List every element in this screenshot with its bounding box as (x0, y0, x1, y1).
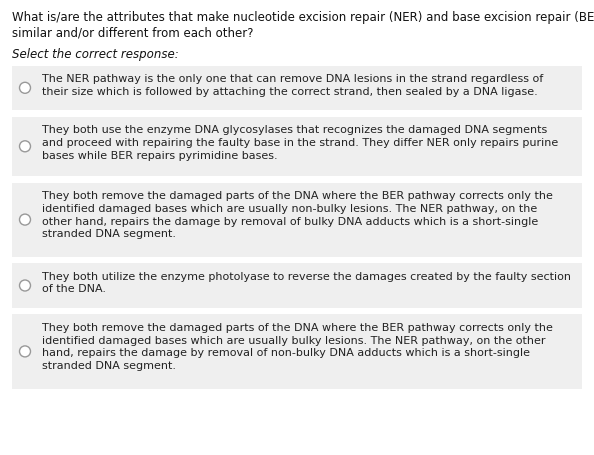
Text: They both remove the damaged parts of the DNA where the BER pathway corrects onl: They both remove the damaged parts of th… (42, 322, 553, 370)
Text: They both use the enzyme DNA glycosylases that recognizes the damaged DNA segmen: They both use the enzyme DNA glycosylase… (42, 125, 558, 160)
Circle shape (20, 280, 30, 291)
Circle shape (20, 215, 30, 226)
Circle shape (20, 83, 30, 94)
Text: The NER pathway is the only one that can remove DNA lesions in the strand regard: The NER pathway is the only one that can… (42, 74, 544, 96)
Text: They both utilize the enzyme photolyase to reverse the damages created by the fa: They both utilize the enzyme photolyase … (42, 271, 571, 294)
FancyBboxPatch shape (12, 183, 582, 257)
Text: What is/are the attributes that make nucleotide excision repair (NER) and base e: What is/are the attributes that make nuc… (12, 11, 594, 24)
Text: Select the correct response:: Select the correct response: (12, 48, 179, 61)
FancyBboxPatch shape (12, 117, 582, 177)
FancyBboxPatch shape (12, 263, 582, 308)
Text: similar and/or different from each other?: similar and/or different from each other… (12, 26, 254, 40)
FancyBboxPatch shape (12, 66, 582, 111)
Circle shape (20, 142, 30, 152)
Text: They both remove the damaged parts of the DNA where the BER pathway corrects onl: They both remove the damaged parts of th… (42, 191, 553, 239)
FancyBboxPatch shape (12, 314, 582, 389)
Circle shape (20, 346, 30, 357)
